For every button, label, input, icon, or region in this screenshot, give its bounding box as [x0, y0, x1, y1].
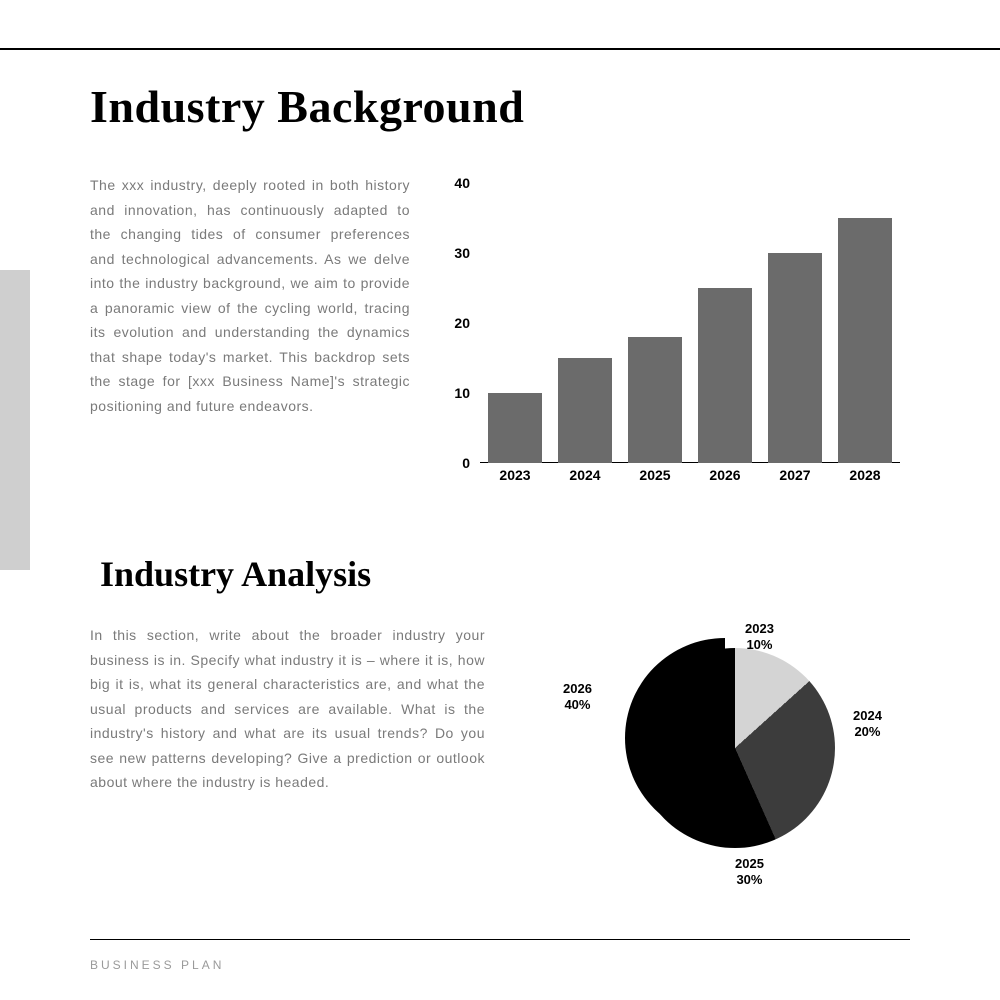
section2-title: Industry Analysis: [100, 553, 910, 595]
bar-xtick: 2025: [625, 467, 685, 483]
pie-label-2023: 2023 10%: [745, 621, 774, 654]
top-rule: [0, 48, 1000, 50]
bar-ytick-30: 30: [440, 245, 470, 261]
footer-text: BUSINESS PLAN: [90, 958, 224, 972]
pie-label-pct: 10%: [746, 637, 772, 652]
bar: [488, 393, 543, 463]
bar-ytick-20: 20: [440, 315, 470, 331]
bar-xtick: 2024: [555, 467, 615, 483]
bar-plot-area: [480, 183, 900, 463]
pie-label-year: 2024: [853, 708, 882, 723]
pie-exploded-slice: [625, 638, 825, 838]
pie-label-pct: 40%: [564, 697, 590, 712]
pie-label-2024: 2024 20%: [853, 708, 882, 741]
bar-xtick: 2023: [485, 467, 545, 483]
pie-label-year: 2023: [745, 621, 774, 636]
bar-ytick-40: 40: [440, 175, 470, 191]
section1-row: The xxx industry, deeply rooted in both …: [90, 173, 910, 503]
section2-body: In this section, write about the broader…: [90, 623, 485, 795]
section2-row: In this section, write about the broader…: [90, 623, 910, 883]
pie-label-2025: 2025 30%: [735, 856, 764, 889]
section1-body: The xxx industry, deeply rooted in both …: [90, 173, 410, 418]
pie-label-year: 2025: [735, 856, 764, 871]
bar: [838, 218, 893, 463]
bar-xtick: 2028: [835, 467, 895, 483]
bar-ytick-0: 0: [440, 455, 470, 471]
content-area: Industry Background The xxx industry, de…: [90, 80, 910, 883]
bar: [768, 253, 823, 463]
bottom-rule: [90, 939, 910, 940]
bar-xtick: 2027: [765, 467, 825, 483]
page: Industry Background The xxx industry, de…: [0, 0, 1000, 1000]
pie-chart: 2023 10% 2024 20% 2025 30% 2026 40%: [515, 623, 910, 883]
section1-title: Industry Background: [90, 80, 910, 133]
bar: [698, 288, 753, 463]
bar: [558, 358, 613, 463]
pie-label-year: 2026: [563, 681, 592, 696]
bar-xtick: 2026: [695, 467, 755, 483]
bar-chart: 40 30 20 10 0 2023 2024 2025 2026 2027 2028: [440, 173, 910, 503]
bar: [628, 337, 683, 463]
bar-ytick-10: 10: [440, 385, 470, 401]
pie-label-2026: 2026 40%: [563, 681, 592, 714]
pie-label-pct: 30%: [736, 872, 762, 887]
side-tab: [0, 270, 30, 570]
pie-label-pct: 20%: [854, 724, 880, 739]
